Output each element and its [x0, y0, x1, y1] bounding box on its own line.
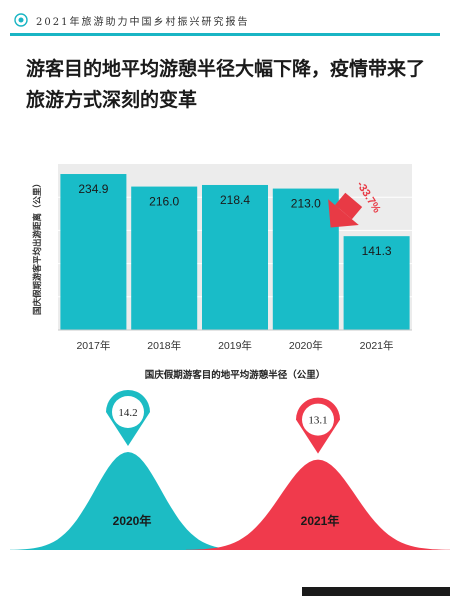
- curve-2021年: [186, 459, 450, 550]
- logo-icon: [14, 13, 28, 27]
- page-headline: 游客目的地平均游憩半径大幅下降，疫情带来了 旅游方式深刻的变革: [26, 54, 426, 116]
- bar-2018年: [131, 186, 198, 330]
- peak-value-label: 13.1: [308, 415, 327, 427]
- x-axis-label: 国庆假期游客目的地平均游憩半径（公里）: [145, 369, 326, 381]
- data-label: 234.9: [78, 182, 108, 196]
- footer-bar: [302, 587, 450, 596]
- report-title: 2021年旅游助力中国乡村振兴研究报告: [36, 17, 250, 28]
- bar-2017年: [60, 174, 127, 330]
- bar-2019年: [202, 184, 268, 330]
- data-label: 141.3: [362, 244, 392, 258]
- header-divider: [10, 33, 440, 36]
- map-pin-icon: [296, 397, 340, 454]
- x-tick-label: 2020年: [289, 339, 323, 352]
- curve-2020年: [10, 452, 246, 550]
- headline-line-1: 游客目的地平均游憩半径大幅下降，疫情带来了: [26, 58, 426, 80]
- decline-arrow-icon: [328, 192, 363, 228]
- curve-year-label: 2020年: [113, 513, 152, 528]
- data-label: 213.0: [291, 197, 321, 211]
- data-label: 218.4: [220, 193, 250, 207]
- x-tick-label: 2017年: [76, 339, 110, 352]
- comparison-curves: 14.2 2020年 13.1 2021年: [10, 390, 450, 550]
- x-tick-label: 2018年: [147, 339, 181, 352]
- bar-chart: 234.9 2017年 216.0 2018年 218.4 2019年 213.0 2020年…: [32, 164, 412, 381]
- x-tick-label: 2021年: [360, 339, 394, 352]
- bar-2021年: [343, 236, 410, 330]
- peak-value-label: 14.2: [118, 407, 137, 419]
- x-tick-label: 2019年: [218, 339, 252, 352]
- bar-2020年: [272, 188, 339, 330]
- map-pin-icon: [106, 390, 150, 446]
- data-label: 216.0: [149, 195, 179, 209]
- y-axis-label: 国庆假期游客平均出游距离（公里）: [32, 179, 42, 315]
- headline-line-2: 旅游方式深刻的变革: [26, 89, 198, 111]
- curve-year-label: 2021年: [301, 513, 340, 528]
- report-header: 2021年旅游助力中国乡村振兴研究报告: [10, 8, 440, 36]
